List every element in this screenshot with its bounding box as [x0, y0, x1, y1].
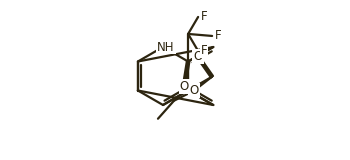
- Text: O: O: [189, 84, 198, 97]
- Text: O: O: [180, 80, 189, 93]
- Text: F: F: [201, 44, 208, 57]
- Text: F: F: [215, 29, 222, 42]
- Text: F: F: [201, 10, 208, 24]
- Text: O: O: [193, 50, 203, 63]
- Text: NH: NH: [157, 40, 175, 53]
